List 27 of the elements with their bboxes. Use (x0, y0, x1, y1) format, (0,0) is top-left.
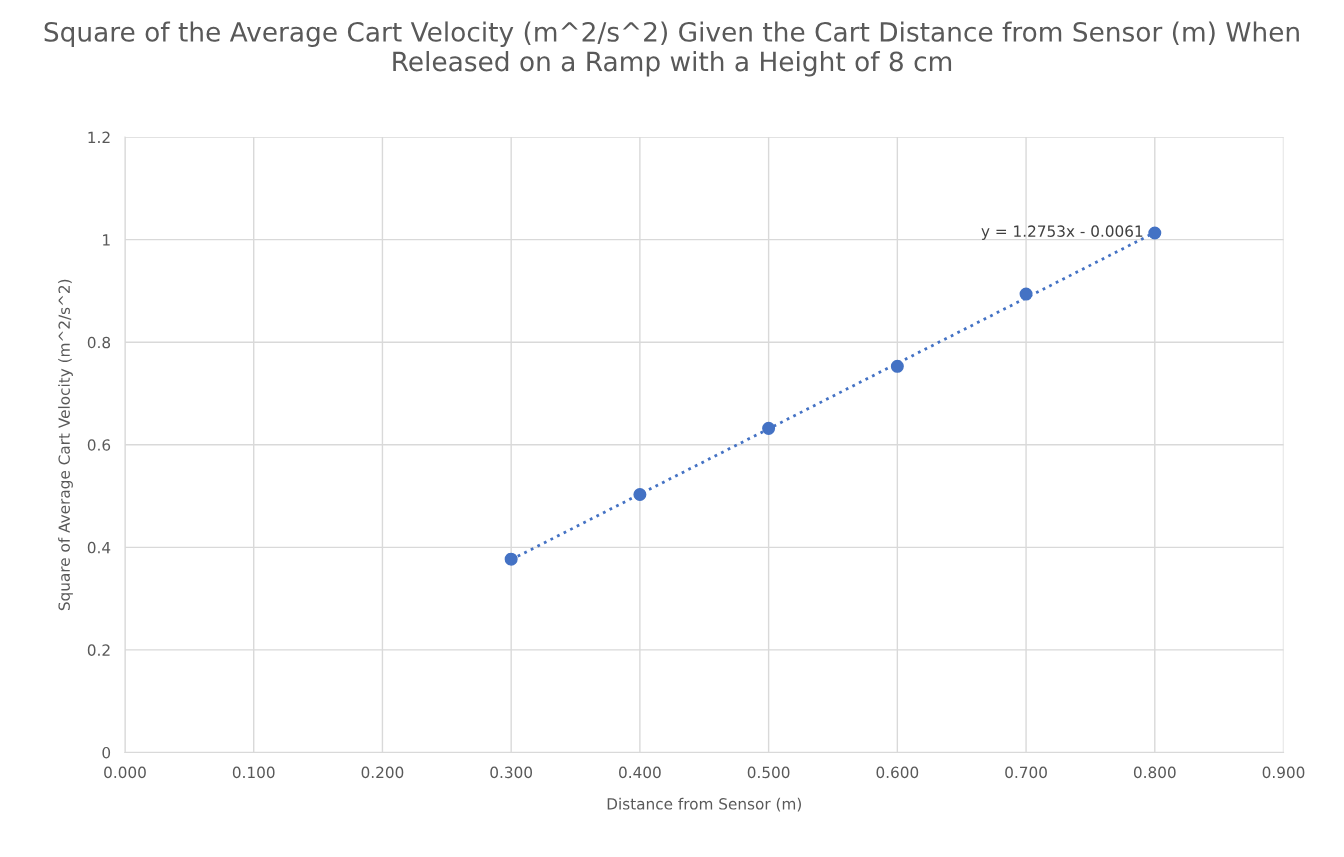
point (633, 488, 647, 502)
y-tick-label: 0 (102, 746, 111, 759)
x-tick-label: 0.300 (490, 766, 533, 779)
x-tick-label: 0.800 (1133, 766, 1176, 779)
point (1148, 226, 1162, 240)
point (762, 421, 776, 435)
y-tick-label: 0.2 (87, 644, 110, 656)
x-tick-label: 0.400 (619, 766, 661, 779)
point (504, 552, 518, 566)
y-tick-label: 0.8 (87, 336, 111, 349)
x-tick-label: 0.600 (876, 766, 919, 779)
annotation: y = 1.2753x - 0.0061 (981, 225, 1143, 240)
x-tick-label: 0.500 (747, 766, 790, 779)
point (1019, 287, 1033, 301)
y-tick-label: 0.6 (87, 439, 111, 451)
x-tick-label: 0.000 (104, 766, 146, 779)
y-axis-title: Square of Average Cart Velocity (m^2/s^2) (58, 279, 73, 611)
point (890, 359, 904, 373)
x-tick-label: 0.900 (1262, 766, 1305, 779)
y-tick-label: 0.4 (87, 541, 111, 554)
y-tick-label: 1 (103, 234, 110, 246)
x-tick-label: 0.700 (1005, 766, 1047, 779)
x-tick-label: 0.100 (232, 766, 275, 779)
x-tick-label: 0.200 (361, 766, 404, 779)
y-tick-label: 1.2 (88, 131, 110, 143)
chart-title: Square of the Average Cart Velocity (m^2/s^2) Given the Cart Distance from Sensor (m) When Released on a Ramp with a Height of 8 cm (44, 21, 1299, 77)
x-axis-title: Distance from Sensor (m) (607, 797, 801, 812)
